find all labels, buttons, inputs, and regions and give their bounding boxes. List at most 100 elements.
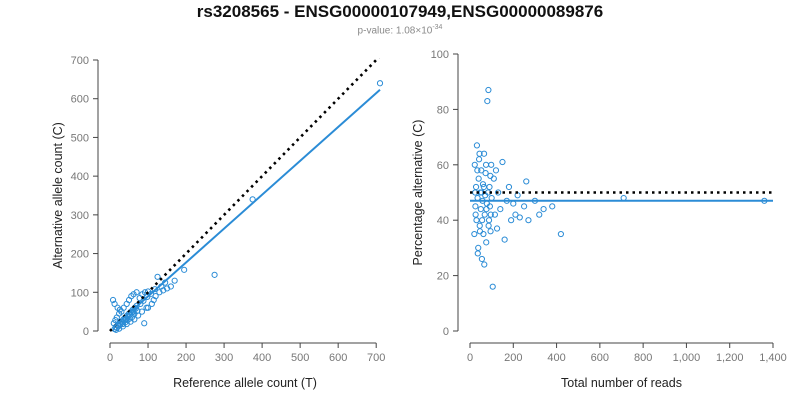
chart1-data-point [523, 178, 530, 185]
chart1-data-point [487, 172, 494, 179]
chart1-x-tick-label: 1,400 [759, 352, 787, 364]
chart1-data-point [474, 167, 481, 174]
chart1-data-point [516, 214, 523, 221]
left-scatter-plot: 0 100 200 300 400 500 600 700 Reference allele c… [51, 55, 385, 390]
chart1-data-point [483, 239, 490, 246]
chart1-data-point [476, 150, 483, 157]
chart1-data-point [499, 158, 506, 166]
chart1-data-point [478, 167, 485, 174]
chart1-data-point [525, 217, 532, 224]
chart0-y-tick-label: 700 [71, 55, 89, 67]
chart0-x-tick-label: 0 [107, 352, 113, 364]
chart1-data-point [501, 236, 508, 243]
chart0-y-tick-label: 500 [71, 132, 89, 144]
chart0-data-point [138, 308, 146, 315]
chart0-data-point [109, 296, 117, 304]
chart1-data-point [487, 211, 494, 218]
chart0-y-axis-title: Alternative allele count (C) [51, 122, 65, 269]
chart1-data-point [479, 181, 487, 188]
chart1-data-point [492, 167, 500, 174]
chart1-x-tick-label: 600 [591, 352, 609, 364]
chart0-data-point [171, 277, 178, 284]
chart1-x-tick-label: 400 [547, 352, 565, 364]
chart1-data-point [474, 250, 481, 257]
chart0-data-point [133, 289, 140, 296]
chart1-data-point [482, 170, 489, 177]
chart1-data-point [485, 86, 492, 94]
chart0-data-point [147, 290, 155, 297]
chart-title: rs3208565 - ENSG00000107949,ENSG00000089… [196, 2, 604, 21]
chart0-data-point [150, 296, 157, 304]
chart0-data-point [111, 300, 118, 307]
chart1-data-point [557, 230, 564, 238]
chart0-y-tick-label: 400 [71, 171, 89, 183]
chart0-data-point [134, 307, 141, 314]
chart0-x-tick-label: 600 [329, 352, 347, 364]
chart1-data-point [549, 203, 556, 210]
chart1-data-point [488, 161, 495, 168]
chart1-x-tick-label: 1,000 [673, 352, 701, 364]
chart1-data-point [481, 211, 488, 218]
chart1-x-tick-label: 0 [467, 352, 473, 364]
chart1-x-tick-label: 200 [504, 352, 522, 364]
chart0-y-tick-label: 100 [71, 287, 89, 299]
subtitle-exponent: -34 [432, 24, 443, 31]
chart0-y-tick-label: 200 [71, 249, 89, 261]
chart1-data-point [473, 142, 481, 149]
chart0-data-point [154, 273, 161, 280]
chart1-data-point [471, 230, 478, 238]
chart-subtitle: p-value: 1.08×10-34 [0, 24, 800, 36]
chart0-data-point [116, 306, 123, 313]
chart0-data-point [181, 266, 188, 273]
chart1-data-point [536, 211, 543, 218]
chart1-x-axis-title: Total number of reads [561, 376, 682, 390]
chart0-y-tick-label: 0 [83, 326, 89, 338]
chart1-data-point [489, 283, 496, 290]
chart0-data-point [130, 291, 137, 298]
chart1-data-point [491, 211, 498, 218]
chart0-fit-line [113, 88, 381, 328]
chart1-data-point [480, 150, 488, 157]
chart0-x-tick-label: 400 [253, 352, 271, 364]
chart1-data-point [475, 244, 482, 251]
chart1-data-point [475, 175, 482, 182]
chart1-data-point [471, 161, 478, 168]
chart1-y-tick-label: 20 [437, 271, 449, 283]
chart1-x-tick-label: 800 [634, 352, 652, 364]
chart1-y-tick-label: 0 [443, 326, 449, 338]
chart1-data-point [486, 183, 493, 191]
chart1-data-point [476, 228, 484, 235]
chart1-data-point [477, 206, 484, 213]
chart1-data-point [521, 203, 528, 210]
chart1-data-point [485, 222, 492, 229]
chart0-data-point [112, 326, 120, 333]
chart1-y-axis-title: Percentage alternative (C) [411, 120, 425, 266]
chart1-data-point [484, 97, 491, 105]
chart0-y-tick-label: 300 [71, 210, 89, 222]
chart1-data-point [482, 161, 490, 168]
chart1-data-point [497, 206, 504, 213]
chart0-x-tick-label: 100 [139, 352, 157, 364]
chart0-x-tick-label: 300 [215, 352, 233, 364]
chart0-x-axis-title: Reference allele count (T) [173, 376, 317, 390]
chart1-y-tick-label: 60 [437, 160, 449, 172]
chart1-data-point [485, 217, 493, 224]
chart1-data-point [478, 255, 486, 263]
chart0-x-tick-label: 700 [367, 352, 385, 364]
chart1-data-point [472, 183, 480, 191]
chart1-data-point [508, 217, 515, 224]
chart0-data-point [376, 80, 384, 87]
chart1-data-point [490, 175, 497, 182]
chart1-data-point [480, 183, 487, 191]
chart0-x-tick-label: 200 [177, 352, 195, 364]
subtitle-text: p-value: 1.08×10 [357, 25, 433, 37]
chart1-data-point [479, 217, 486, 224]
chart1-data-point [495, 189, 502, 196]
chart1-data-point [476, 222, 483, 229]
chart0-data-point [141, 320, 148, 327]
chart1-data-point [512, 211, 519, 218]
chart0-data-point [144, 304, 152, 311]
chart0-x-tick-label: 500 [291, 352, 309, 364]
